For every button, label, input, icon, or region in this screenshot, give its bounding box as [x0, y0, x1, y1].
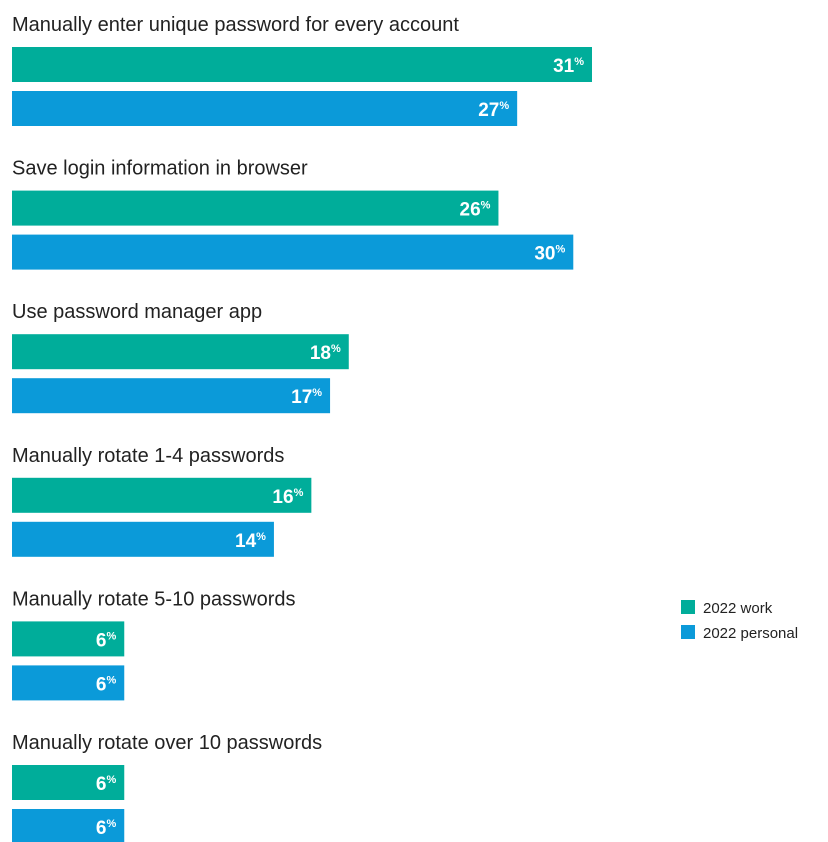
bar-personal [12, 521, 274, 557]
category-label: Use password manager app [12, 301, 262, 323]
bar-personal [12, 665, 125, 701]
legend-label: 2022 personal [703, 625, 798, 642]
bar-work [12, 765, 125, 800]
value-label: 18% [310, 343, 341, 364]
legend-label: 2022 work [703, 600, 773, 617]
value-label: 14% [235, 531, 266, 552]
value-label: 6% [96, 818, 117, 839]
value-number: 16 [272, 487, 293, 508]
value-unit: % [256, 531, 266, 543]
value-unit: % [294, 487, 304, 499]
value-number: 27 [478, 100, 499, 121]
value-label: 6% [96, 774, 117, 795]
bar-work [12, 477, 312, 513]
value-unit: % [574, 56, 584, 68]
value-unit: % [106, 630, 116, 642]
bar-work [12, 47, 592, 82]
value-number: 17 [291, 387, 312, 408]
bar-personal [12, 91, 518, 126]
bar-work [12, 621, 125, 657]
category-label: Manually enter unique password for every… [12, 14, 459, 36]
value-number: 31 [553, 56, 575, 77]
category-label: Manually rotate 1-4 passwords [12, 445, 284, 467]
bar-personal [12, 234, 574, 270]
legend-swatch [681, 600, 695, 614]
value-unit: % [312, 387, 322, 399]
value-unit: % [331, 343, 341, 355]
value-label: 31% [553, 56, 584, 77]
value-unit: % [499, 100, 509, 112]
bar-personal [12, 378, 331, 414]
legend-swatch [681, 625, 695, 639]
value-label: 6% [96, 674, 117, 695]
value-unit: % [106, 774, 116, 786]
value-number: 6 [96, 674, 107, 695]
value-number: 6 [96, 818, 107, 839]
value-unit: % [106, 674, 116, 686]
legend-item: 2022 work [681, 600, 773, 617]
value-label: 16% [272, 487, 303, 508]
value-number: 30 [534, 244, 555, 265]
value-number: 14 [235, 531, 257, 552]
bar-group: Manually enter unique password for every… [12, 14, 592, 126]
category-label: Manually rotate over 10 passwords [12, 732, 322, 754]
value-unit: % [106, 818, 116, 830]
bar-work [12, 190, 499, 226]
value-label: 17% [291, 387, 322, 408]
category-label: Manually rotate 5-10 passwords [12, 588, 295, 610]
value-unit: % [481, 200, 491, 212]
value-number: 6 [96, 630, 107, 651]
value-number: 18 [310, 343, 331, 364]
value-label: 6% [96, 630, 117, 651]
value-unit: % [556, 244, 566, 256]
value-label: 27% [478, 100, 509, 121]
bar-personal [12, 809, 125, 842]
bar-work [12, 334, 349, 370]
value-label: 30% [534, 244, 565, 265]
value-label: 26% [460, 200, 491, 221]
value-number: 6 [96, 774, 107, 795]
legend-item: 2022 personal [681, 625, 798, 642]
category-label: Save login information in browser [12, 158, 308, 180]
value-number: 26 [460, 200, 481, 221]
